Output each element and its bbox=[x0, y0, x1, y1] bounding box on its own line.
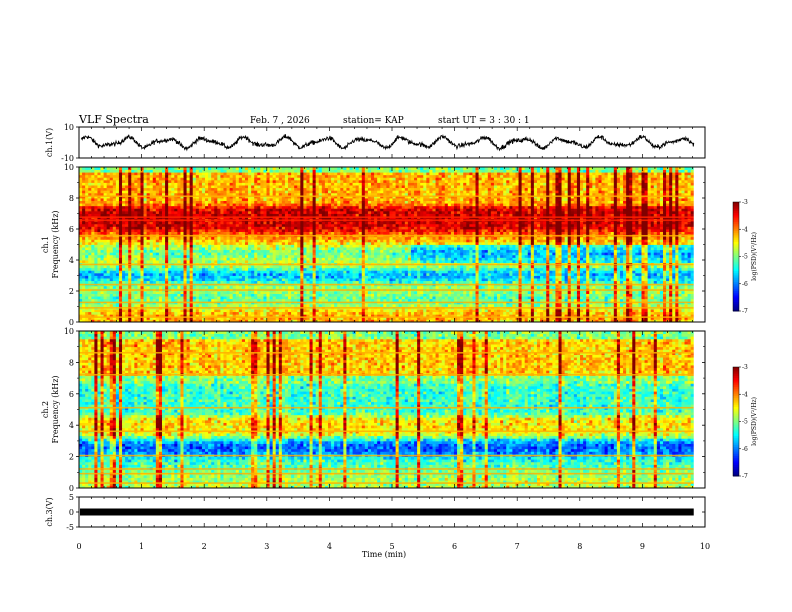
x-tick-label: 4 bbox=[327, 542, 332, 551]
colorbar-tick-label: -7 bbox=[742, 308, 748, 315]
x-tick-label: 0 bbox=[76, 542, 81, 551]
y-tick-label: 8 bbox=[69, 194, 74, 203]
ch1-spectrogram-y-label: ch.1Frequency (kHz) bbox=[41, 210, 60, 278]
y-tick-label: 4 bbox=[69, 421, 74, 430]
ch1-spectrogram-panel: 0 2 4 6 8 10 ch.1Frequency (kHz) bbox=[41, 163, 706, 327]
y-tick-label: 5 bbox=[69, 493, 74, 502]
colorbar-tick-label: -5 bbox=[742, 254, 748, 261]
ch2-spectrogram-panel: 0 2 4 6 8 10 ch.2Frequency (kHz) bbox=[41, 327, 706, 493]
x-tick-label: 9 bbox=[640, 542, 645, 551]
colorbar-tick-label: -5 bbox=[742, 419, 748, 426]
y-tick-label: 6 bbox=[69, 225, 74, 234]
colorbar-tick-label: -6 bbox=[742, 281, 748, 288]
colorbar-tick-label: -7 bbox=[742, 473, 748, 480]
x-tick-label: 10 bbox=[700, 542, 710, 551]
ch3-panel: 5 0 -5 ch.3(V) bbox=[45, 493, 706, 532]
y-tick-label: 0 bbox=[69, 484, 74, 493]
y-tick-label: 0 bbox=[69, 508, 74, 517]
colorbar-tick-label: -4 bbox=[742, 391, 748, 398]
ch2-spectrogram-cells bbox=[79, 331, 705, 488]
y-tick-label: 0 bbox=[69, 318, 74, 327]
date-label: Feb. 7 , 2026 bbox=[250, 116, 310, 126]
ch1-spectrogram-cells bbox=[79, 167, 705, 322]
colorbar-tick-label: -3 bbox=[742, 199, 748, 206]
colorbar-tick-label: -4 bbox=[742, 226, 748, 233]
ch1-trace bbox=[80, 133, 695, 152]
x-axis-label: Time (min) bbox=[362, 550, 406, 559]
colorbar-label: log(PSD)(V²/Hz) bbox=[751, 232, 758, 281]
ch3-trace bbox=[80, 508, 694, 516]
y-tick-label: 8 bbox=[69, 358, 74, 367]
x-axis: 0 1 2 3 4 5 6 7 8 9 10 Time (min) bbox=[76, 542, 710, 559]
x-tick-label: 3 bbox=[264, 542, 269, 551]
ch3-y-label: ch.3(V) bbox=[45, 497, 54, 526]
x-tick-label: 8 bbox=[577, 542, 582, 551]
ch1-waveform-panel: 10 -10 ch.1(V) bbox=[45, 123, 706, 163]
colorbar-label: log(PSD)(V²/Hz) bbox=[751, 397, 758, 446]
y-tick-label: 4 bbox=[69, 256, 74, 265]
y-tick-label: -10 bbox=[61, 154, 74, 163]
y-tick-label: 2 bbox=[69, 287, 74, 296]
x-tick-label: 6 bbox=[452, 542, 457, 551]
y-tick-label: -5 bbox=[66, 523, 74, 532]
x-tick-label: 2 bbox=[202, 542, 207, 551]
colorbar-tick-label: -6 bbox=[742, 446, 748, 453]
ch1-frame bbox=[78, 126, 706, 159]
x-tick-label: 5 bbox=[389, 542, 394, 551]
station-label: station= KAP bbox=[343, 116, 404, 126]
x-tick-label: 1 bbox=[139, 542, 144, 551]
ch2-spectrogram-y-label: ch.2Frequency (kHz) bbox=[41, 375, 60, 443]
y-tick-label: 10 bbox=[64, 123, 74, 132]
ch1-y-label: ch.1(V) bbox=[45, 128, 54, 157]
figure-title: VLF Spectra bbox=[78, 113, 149, 126]
colorbar-ch2: -3 -4 -5 -6 -7 log(PSD)(V²/Hz) bbox=[732, 364, 758, 480]
colorbar-tick-label: -3 bbox=[742, 364, 748, 371]
y-tick-label: 10 bbox=[64, 327, 74, 336]
colorbar-ch1: -3 -4 -5 -6 -7 log(PSD)(V²/Hz) bbox=[732, 199, 758, 315]
y-tick-label: 10 bbox=[64, 163, 74, 172]
x-tick-label: 7 bbox=[515, 542, 520, 551]
y-tick-label: 2 bbox=[69, 453, 74, 462]
y-tick-label: 6 bbox=[69, 390, 74, 399]
start-time-label: start UT = 3 : 30 : 1 bbox=[438, 116, 530, 126]
